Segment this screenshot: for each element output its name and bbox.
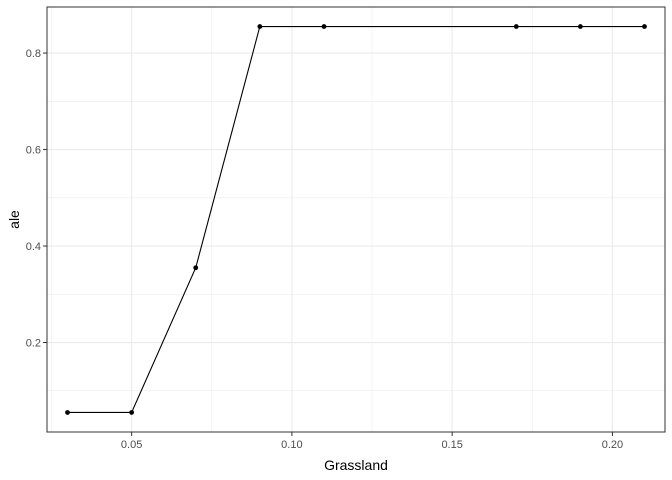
data-point bbox=[577, 24, 583, 29]
minor-gridlines bbox=[47, 7, 665, 432]
x-tick-label: 0.20 bbox=[602, 439, 623, 451]
series-line bbox=[67, 25, 645, 414]
axis-ticks bbox=[43, 52, 613, 436]
data-point bbox=[257, 24, 263, 29]
data-point bbox=[65, 410, 70, 415]
data-point bbox=[193, 265, 199, 271]
y-tick-label: 0.6 bbox=[26, 145, 41, 157]
data-point bbox=[321, 24, 327, 29]
data-point bbox=[513, 24, 519, 29]
panel-border bbox=[46, 6, 666, 433]
x-tick-label: 0.05 bbox=[121, 439, 142, 451]
y-tick-label: 0.8 bbox=[26, 48, 41, 60]
x-tick-label: 0.10 bbox=[281, 439, 302, 451]
x-axis-tick-labels: 0.05 0.10 0.15 0.20 bbox=[121, 439, 623, 451]
data-point bbox=[642, 24, 647, 29]
major-gridlines bbox=[47, 7, 665, 432]
x-axis-title: Grassland bbox=[324, 457, 388, 473]
y-axis-title: ale bbox=[6, 210, 22, 229]
y-axis-tick-labels: 0.2 0.4 0.6 0.8 bbox=[26, 48, 41, 349]
data-point bbox=[129, 410, 135, 415]
y-tick-label: 0.4 bbox=[26, 241, 41, 253]
y-tick-label: 0.2 bbox=[26, 338, 41, 350]
x-tick-label: 0.15 bbox=[441, 439, 462, 451]
series-layer bbox=[65, 24, 647, 415]
